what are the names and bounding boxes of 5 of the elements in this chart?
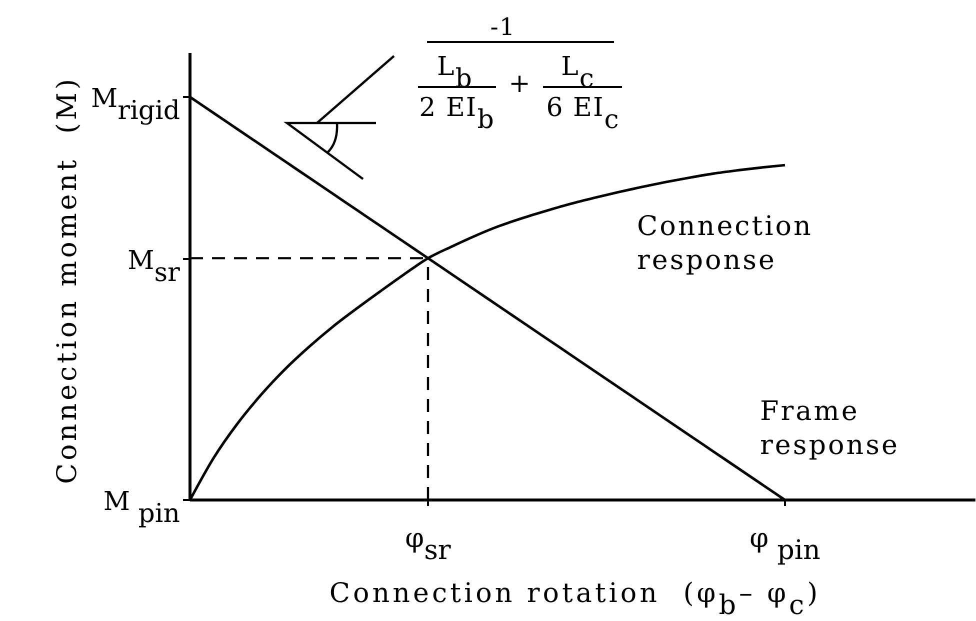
series-label: Connection response — [637, 211, 813, 276]
text: -1 — [490, 13, 516, 41]
series-label: Frame response — [760, 396, 900, 461]
annotation: + — [508, 69, 532, 99]
y-axis-title: Connection moment (M) — [52, 76, 83, 484]
